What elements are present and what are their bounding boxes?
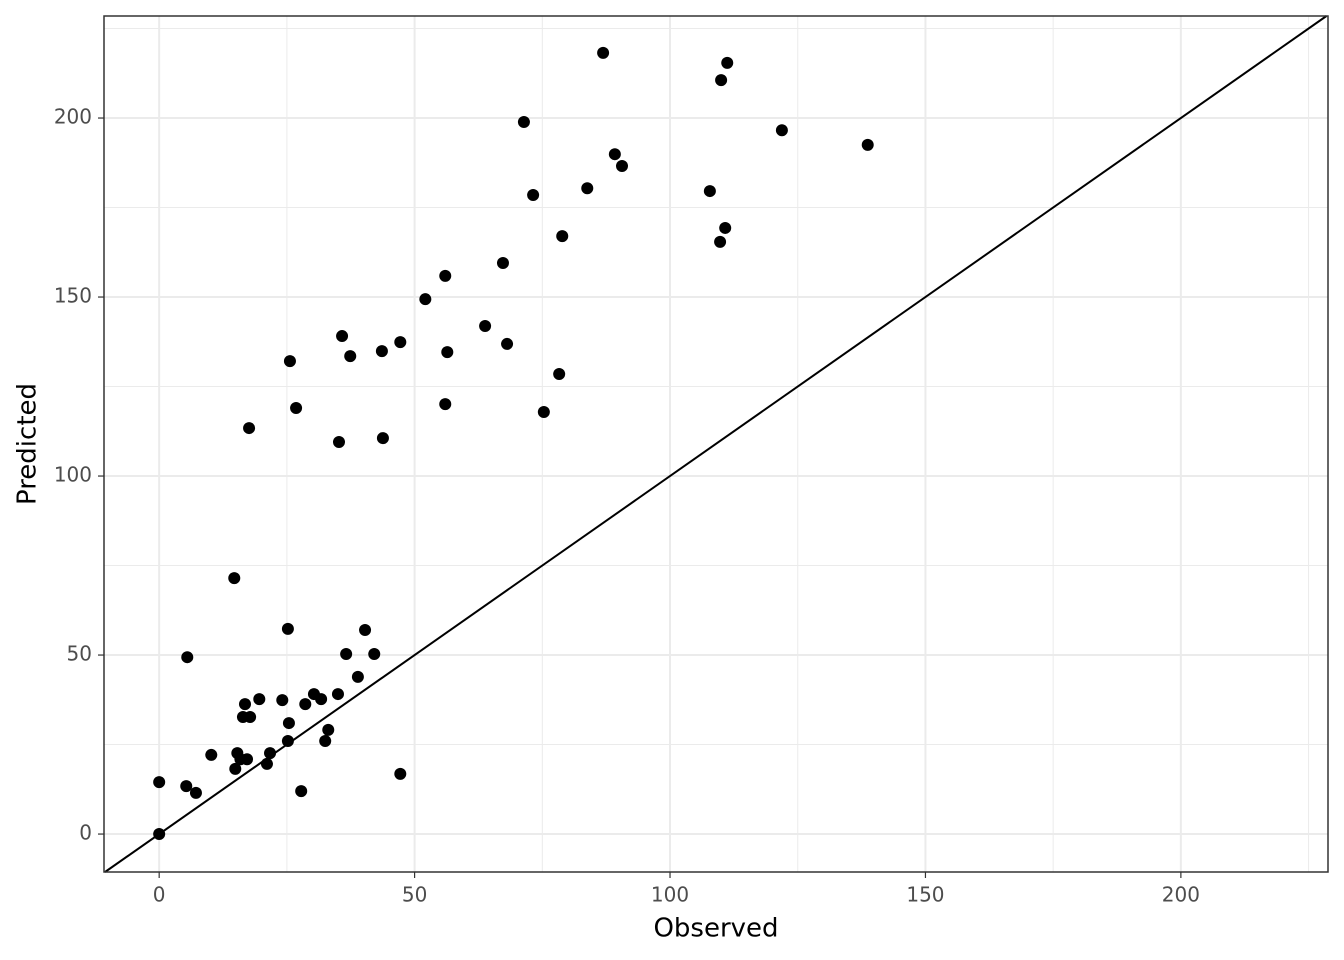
y-tick-label: 0	[79, 821, 92, 845]
point	[441, 346, 454, 359]
point	[517, 115, 530, 128]
point	[281, 734, 294, 747]
point	[295, 785, 308, 798]
point	[228, 572, 241, 585]
point	[719, 221, 732, 234]
point	[180, 780, 193, 793]
y-tick-label: 50	[67, 642, 92, 666]
x-axis-title: Observed	[653, 914, 778, 944]
point	[229, 762, 242, 775]
point	[376, 432, 389, 445]
point	[608, 148, 621, 161]
point	[537, 405, 550, 418]
y-tick-label: 150	[54, 284, 92, 308]
point	[205, 748, 218, 761]
point	[394, 336, 407, 349]
point	[496, 257, 509, 270]
point	[282, 717, 295, 730]
point	[181, 651, 194, 664]
point	[439, 398, 452, 411]
point	[861, 138, 874, 151]
point	[153, 828, 166, 841]
point	[253, 693, 266, 706]
point	[775, 124, 788, 137]
identity-line	[104, 15, 1328, 873]
point	[322, 723, 335, 736]
point	[351, 670, 364, 683]
point	[241, 753, 254, 766]
point	[332, 436, 345, 449]
point	[714, 235, 727, 248]
point	[556, 230, 569, 243]
point	[703, 185, 716, 198]
point	[368, 647, 381, 660]
point	[153, 776, 166, 789]
y-tick-label: 100	[54, 463, 92, 487]
point	[331, 688, 344, 701]
point	[238, 698, 251, 711]
x-tick-label: 150	[906, 883, 944, 907]
point	[553, 368, 566, 381]
point	[281, 622, 294, 635]
point	[721, 56, 734, 69]
point	[501, 337, 514, 350]
point	[527, 189, 540, 202]
point	[319, 734, 332, 747]
point	[260, 757, 273, 770]
point	[359, 623, 372, 636]
x-tick-label: 200	[1162, 883, 1200, 907]
point	[597, 46, 610, 59]
point	[283, 355, 296, 368]
point	[375, 345, 388, 358]
point	[290, 402, 303, 415]
point	[244, 710, 257, 723]
point	[276, 694, 289, 707]
point	[394, 767, 407, 780]
point	[315, 693, 328, 706]
x-tick-label: 0	[153, 883, 166, 907]
point	[340, 647, 353, 660]
point	[439, 269, 452, 282]
point	[336, 330, 349, 343]
point	[189, 786, 202, 799]
panel-border	[103, 15, 1329, 873]
point	[264, 747, 277, 760]
point	[243, 422, 256, 435]
y-tick-label: 200	[54, 105, 92, 129]
point	[479, 320, 492, 333]
point	[419, 293, 432, 306]
point	[299, 698, 312, 711]
point	[581, 182, 594, 195]
point	[616, 160, 629, 173]
x-tick-label: 100	[651, 883, 689, 907]
point	[715, 74, 728, 87]
y-axis-title: Predicted	[13, 383, 43, 505]
x-tick-label: 50	[402, 883, 427, 907]
point	[344, 350, 357, 363]
